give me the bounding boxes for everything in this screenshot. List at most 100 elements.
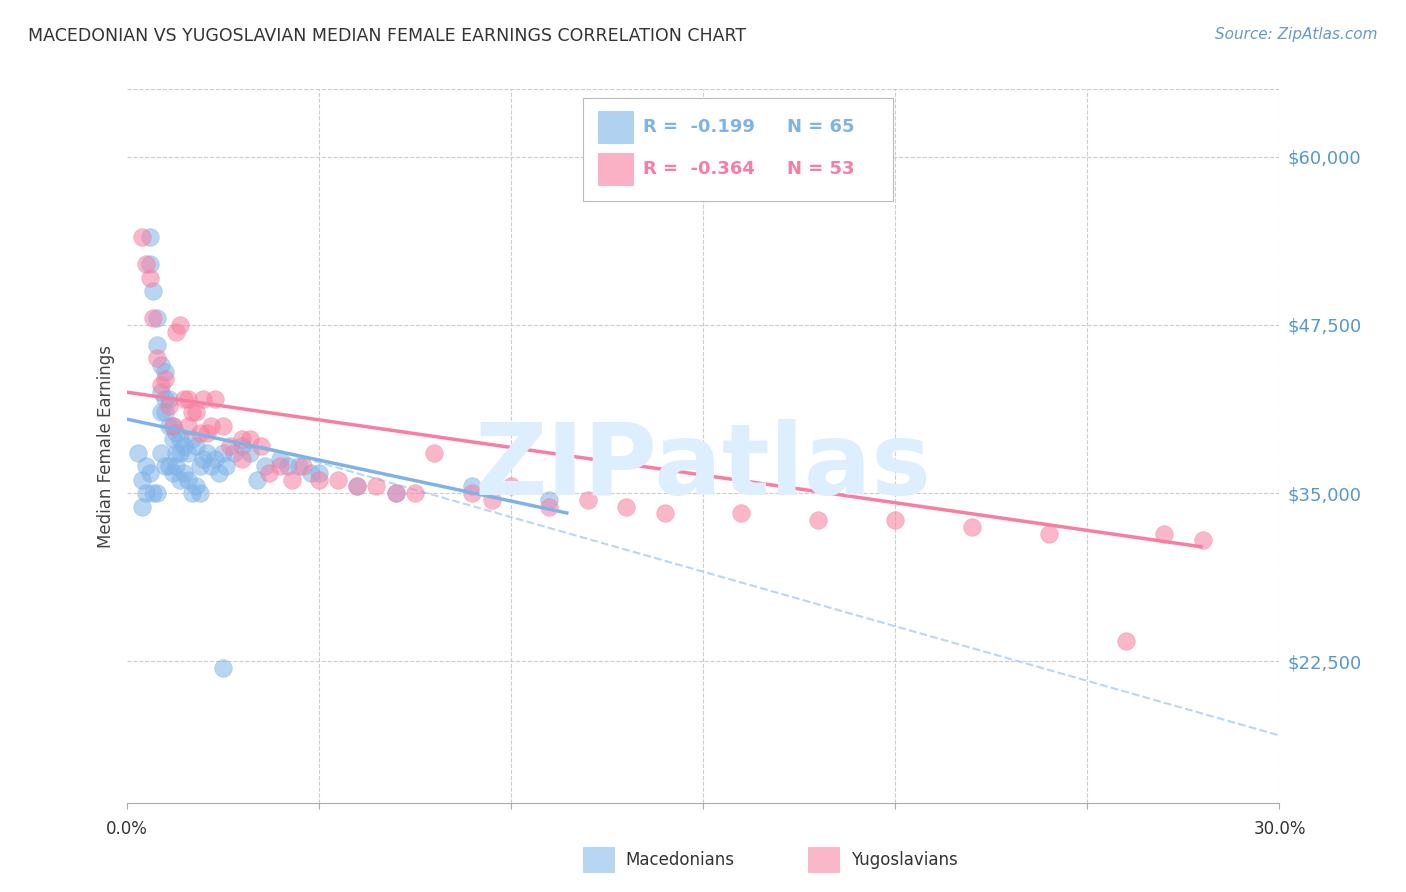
Point [366,479,388,493]
Point [177,392,200,406]
Point [654,506,676,520]
Point [157,418,180,433]
Point [173,466,195,480]
Point [162,418,184,433]
Text: 0.0%: 0.0% [105,820,148,838]
Point [1191,533,1213,548]
Point [538,500,561,514]
Point [730,506,752,520]
Point [146,486,169,500]
Point [150,378,173,392]
Point [166,425,188,440]
Point [884,513,907,527]
Point [308,473,330,487]
Point [1115,634,1137,648]
Point [1038,526,1060,541]
Point [224,446,246,460]
Point [188,459,211,474]
Point [461,479,484,493]
Point [150,405,173,419]
Point [269,452,291,467]
Point [200,459,222,474]
Point [204,452,226,467]
Point [238,446,260,460]
Point [208,466,231,480]
Point [292,459,315,474]
Point [153,365,176,379]
Point [177,446,200,460]
Point [231,439,253,453]
Point [288,459,311,474]
Point [231,452,253,467]
Point [135,486,157,500]
Point [423,446,446,460]
Point [200,418,222,433]
Point [614,500,637,514]
Point [219,439,242,453]
Point [138,230,160,244]
Point [299,466,322,480]
Point [150,385,173,400]
Point [188,486,211,500]
Point [215,459,238,474]
Point [231,432,253,446]
Point [1153,526,1175,541]
Point [157,459,180,474]
Point [166,459,188,474]
Point [238,432,260,446]
Point [162,466,184,480]
Point [146,338,169,352]
Point [404,486,426,500]
Text: 30.0%: 30.0% [1253,820,1306,838]
Point [142,284,165,298]
Point [162,418,184,433]
Text: MACEDONIAN VS YUGOSLAVIAN MEDIAN FEMALE EARNINGS CORRELATION CHART: MACEDONIAN VS YUGOSLAVIAN MEDIAN FEMALE … [28,27,747,45]
Point [384,486,406,500]
Text: R =  -0.199: R = -0.199 [643,118,755,136]
Text: ZIPatlas: ZIPatlas [475,419,931,516]
Point [188,425,211,440]
Point [180,486,202,500]
Point [150,358,173,372]
Point [281,473,304,487]
Point [184,405,207,419]
Point [346,479,368,493]
Point [135,459,157,474]
Point [193,452,215,467]
Point [211,661,233,675]
Point [246,473,269,487]
Point [169,432,191,446]
Point [195,446,218,460]
Point [177,473,200,487]
Point [184,479,207,493]
Point [142,486,165,500]
Point [481,492,503,507]
Point [250,439,273,453]
Point [138,466,160,480]
Text: Macedonians: Macedonians [626,851,735,869]
Point [257,466,280,480]
Text: R =  -0.364: R = -0.364 [643,161,755,178]
Text: Yugoslavians: Yugoslavians [851,851,957,869]
Point [166,446,188,460]
Point [211,446,233,460]
Point [269,459,291,474]
Point [173,439,195,453]
Point [153,405,176,419]
Point [146,351,169,366]
Point [308,466,330,480]
Point [461,486,484,500]
Point [326,473,349,487]
Point [177,418,200,433]
Point [193,392,215,406]
Point [157,399,180,413]
Point [173,392,195,406]
Point [195,425,218,440]
Point [180,432,202,446]
Point [135,257,157,271]
Point [138,270,160,285]
Point [166,325,188,339]
Point [204,392,226,406]
Point [131,230,153,244]
Point [169,318,191,332]
